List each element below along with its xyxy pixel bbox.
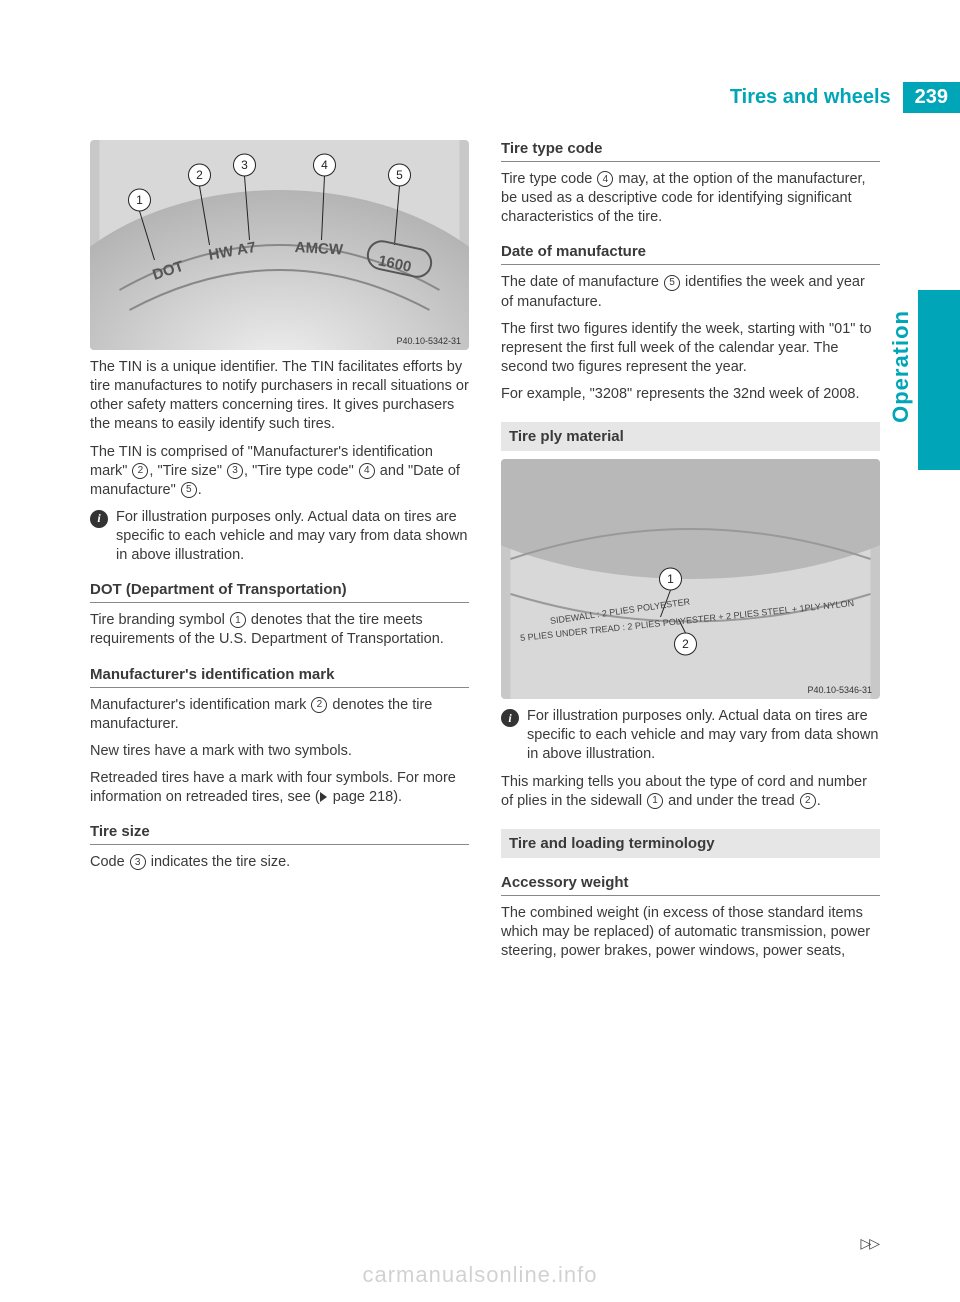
triangle-icon xyxy=(320,792,327,802)
callout-2: 2 xyxy=(132,463,148,479)
callout-1: 1 xyxy=(647,793,663,809)
callout-3: 3 xyxy=(227,463,243,479)
info-icon: i xyxy=(90,510,108,528)
callout-2: 2 xyxy=(800,793,816,809)
manual-page: Tires and wheels 239 Operation xyxy=(0,0,960,1302)
svg-text:AMCW: AMCW xyxy=(294,239,344,259)
heading-date: Date of manufacture xyxy=(501,243,880,265)
callout-1: 1 xyxy=(230,612,246,628)
figure-caption: P40.10-5342-31 xyxy=(396,336,461,346)
svg-text:2: 2 xyxy=(682,637,689,651)
heading-dot: DOT (Department of Transportation) xyxy=(90,581,469,603)
continue-marker: ▷▷ xyxy=(860,1235,878,1252)
paragraph: The combined weight (in excess of those … xyxy=(501,904,880,961)
paragraph: New tires have a mark with two symbols. xyxy=(90,742,469,761)
callout-5: 5 xyxy=(664,275,680,291)
info-icon: i xyxy=(501,709,519,727)
info-text: For illustration purposes only. Actual d… xyxy=(116,508,469,565)
heading-mfr: Manufacturer's identification mark xyxy=(90,666,469,688)
paragraph: This marking tells you about the type of… xyxy=(501,773,880,811)
callout-2: 2 xyxy=(311,697,327,713)
heading-accessory: Accessory weight xyxy=(501,874,880,896)
info-note: i For illustration purposes only. Actual… xyxy=(90,508,469,565)
callout-4: 4 xyxy=(359,463,375,479)
paragraph: The TIN is comprised of "Manufacturer's … xyxy=(90,443,469,500)
figure-caption: P40.10-5346-31 xyxy=(807,685,872,695)
paragraph: Manufacturer's identification mark 2 den… xyxy=(90,696,469,734)
figure-ply: 1 2 SIDEWALL : 2 PLIES POLYESTER 5 PLIES… xyxy=(501,459,880,699)
callout-3: 3 xyxy=(130,854,146,870)
side-tab-bar xyxy=(918,290,960,470)
figure-tin: 1 2 3 4 5 DOT HW A7 AMCW xyxy=(90,140,469,350)
page-number: 239 xyxy=(903,82,960,113)
svg-text:1: 1 xyxy=(136,193,143,207)
svg-text:5: 5 xyxy=(396,168,403,182)
page-header: Tires and wheels 239 xyxy=(730,82,960,112)
paragraph: The date of manufacture 5 identifies the… xyxy=(501,273,880,311)
figure-tin-svg: 1 2 3 4 5 DOT HW A7 AMCW xyxy=(90,140,469,350)
paragraph: The first two figures identify the week,… xyxy=(501,320,880,377)
left-column: 1 2 3 4 5 DOT HW A7 AMCW xyxy=(90,140,469,969)
paragraph: Tire type code 4 may, at the option of t… xyxy=(501,170,880,227)
heading-size: Tire size xyxy=(90,823,469,845)
info-note: i For illustration purposes only. Actual… xyxy=(501,707,880,764)
svg-text:2: 2 xyxy=(196,168,203,182)
content-columns: 1 2 3 4 5 DOT HW A7 AMCW xyxy=(90,140,880,969)
info-text: For illustration purposes only. Actual d… xyxy=(527,707,880,764)
callout-5: 5 xyxy=(181,482,197,498)
section-title: Tires and wheels xyxy=(730,86,903,109)
heading-type: Tire type code xyxy=(501,140,880,162)
svg-text:4: 4 xyxy=(321,158,328,172)
right-column: Tire type code Tire type code 4 may, at … xyxy=(501,140,880,969)
paragraph: The TIN is a unique identifier. The TIN … xyxy=(90,358,469,435)
heading-terminology: Tire and loading terminology xyxy=(501,829,880,858)
svg-text:3: 3 xyxy=(241,158,248,172)
watermark: carmanualsonline.info xyxy=(0,1262,960,1288)
svg-text:1: 1 xyxy=(667,572,674,586)
callout-4: 4 xyxy=(597,171,613,187)
paragraph: Tire branding symbol 1 denotes that the … xyxy=(90,611,469,649)
figure-ply-svg: 1 2 SIDEWALL : 2 PLIES POLYESTER 5 PLIES… xyxy=(501,459,880,699)
paragraph: Retreaded tires have a mark with four sy… xyxy=(90,769,469,807)
heading-ply: Tire ply material xyxy=(501,422,880,451)
paragraph: For example, "3208" represents the 32nd … xyxy=(501,385,880,404)
paragraph: Code 3 indicates the tire size. xyxy=(90,853,469,872)
side-tab-label: Operation xyxy=(888,310,914,423)
